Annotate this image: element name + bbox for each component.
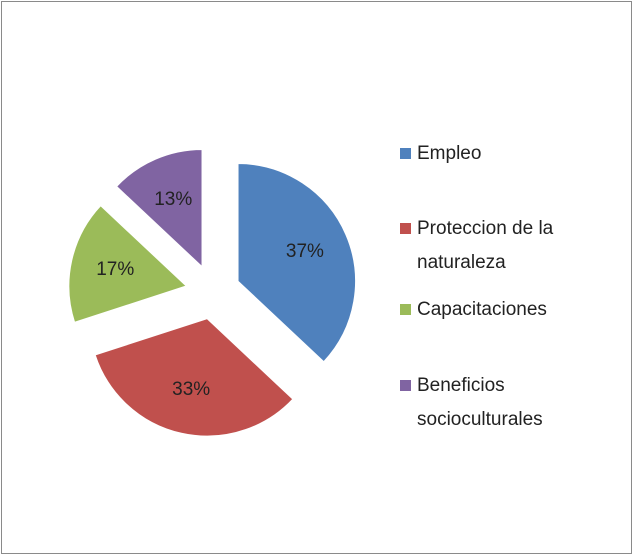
legend-item: Capacitaciones [400,293,620,327]
pie-slice [115,148,204,269]
slice-label: 37% [286,241,324,262]
pie-slice [93,317,295,438]
legend-label: Beneficios socioculturales [417,375,543,430]
pie-slice [237,162,357,364]
legend-swatch [400,380,411,391]
slice-label: 33% [172,379,210,400]
legend-item: Empleo [400,137,620,171]
legend-item: Beneficios socioculturales [400,369,620,437]
slice-label: 17% [96,259,134,280]
slice-label: 13% [154,189,192,210]
legend-label: Capacitaciones [417,299,547,320]
legend-item: Proteccion de la naturaleza [400,212,620,280]
legend-swatch [400,223,411,234]
pie-slice [67,204,189,324]
legend-label: Empleo [417,143,482,164]
legend-swatch [400,304,411,315]
legend-swatch [400,148,411,159]
legend-label: Proteccion de la naturaleza [417,218,554,273]
